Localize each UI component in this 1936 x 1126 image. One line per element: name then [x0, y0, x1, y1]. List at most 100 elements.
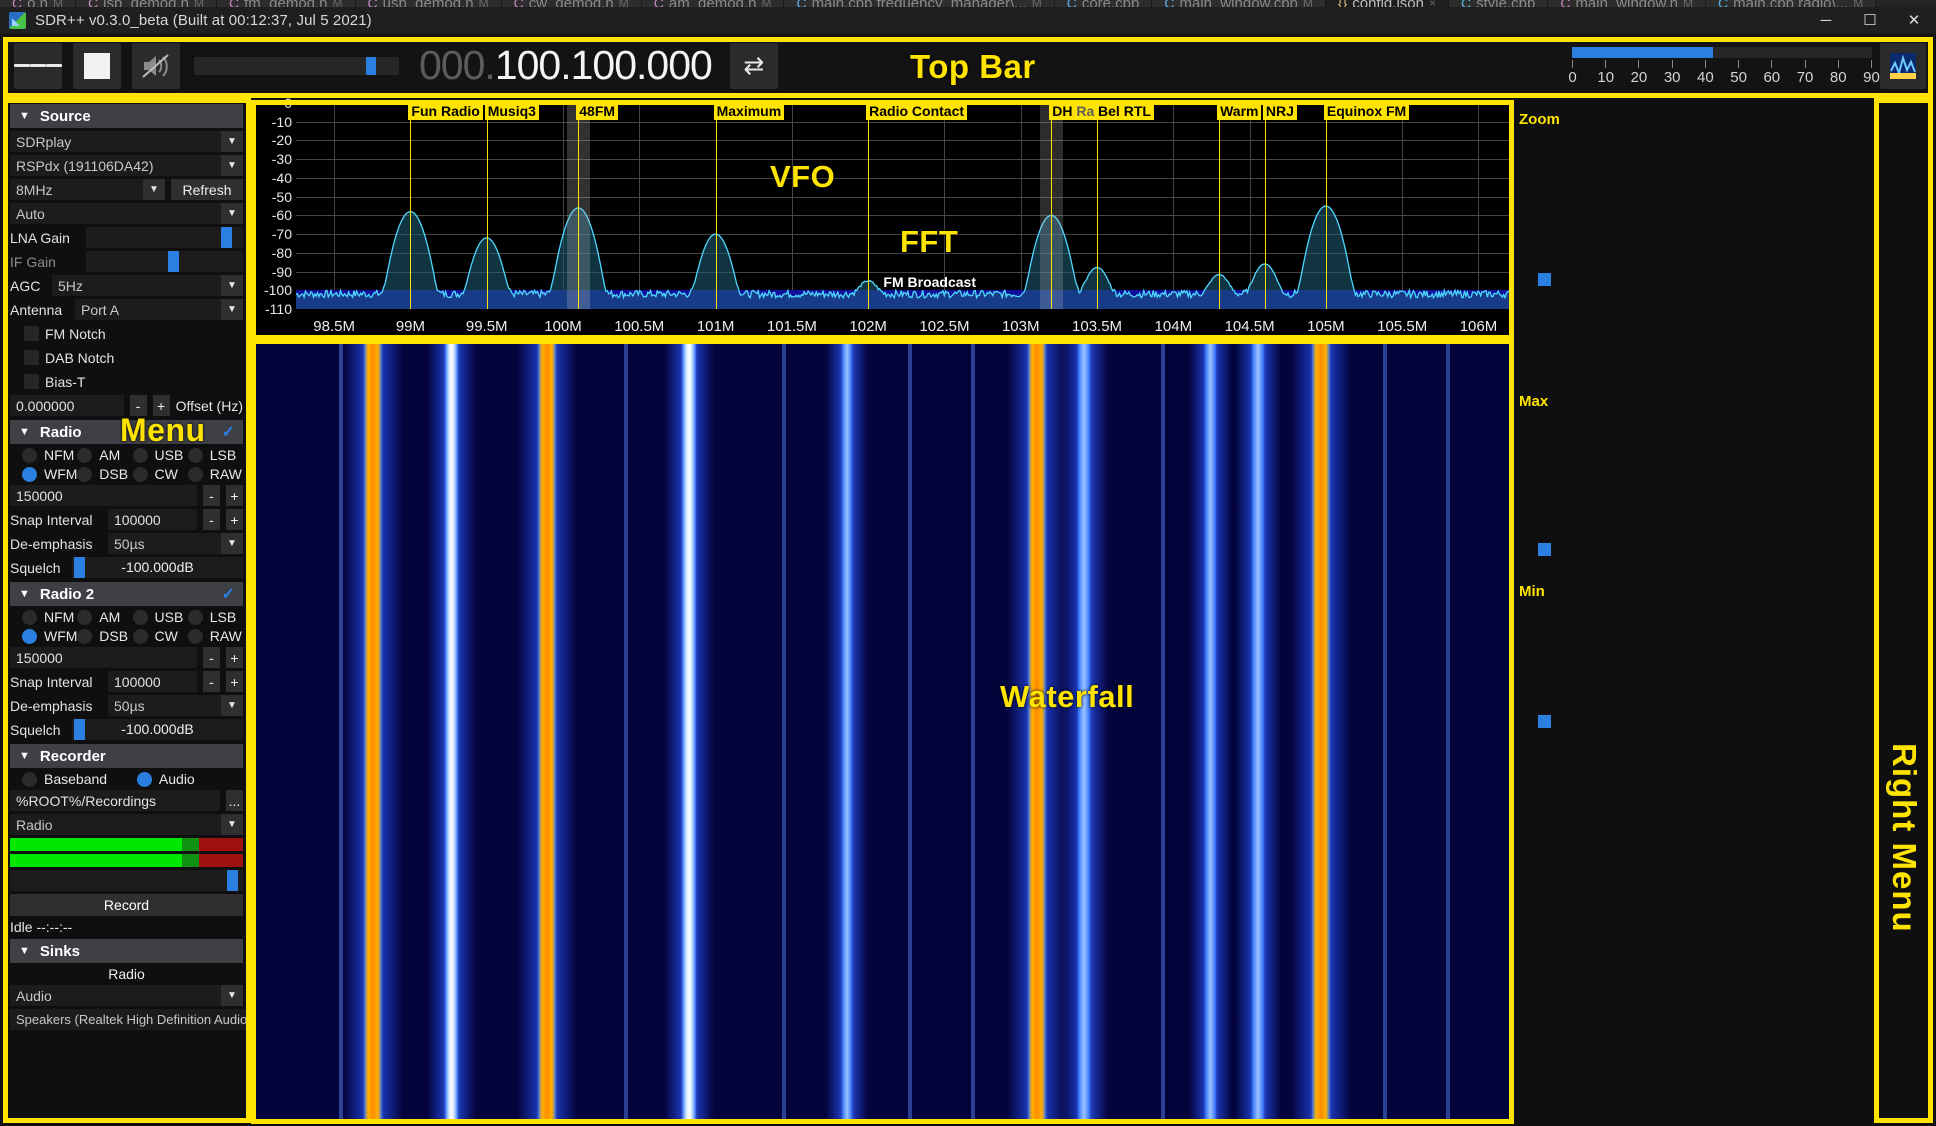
antenna-row[interactable]: Antenna Port A ▼: [10, 299, 243, 320]
offset-decrement-button[interactable]: -: [129, 395, 147, 416]
radio2-mode-am[interactable]: AM: [77, 609, 132, 625]
offset-increment-button[interactable]: +: [152, 395, 170, 416]
recorder-browse-button[interactable]: ...: [226, 790, 243, 811]
radio-snap-decrement[interactable]: -: [203, 509, 220, 530]
editor-tab-modified-indicator[interactable]: M: [1853, 0, 1864, 10]
editor-tab[interactable]: {} config.json ×: [1325, 0, 1449, 11]
close-button[interactable]: ✕: [1907, 12, 1921, 29]
radio-mode-usb[interactable]: USB: [132, 447, 188, 463]
fft-plot-area[interactable]: FM Broadcast: [296, 103, 1509, 309]
agc-row[interactable]: AGC 5Hz ▼: [10, 275, 243, 296]
right-menu[interactable]: Zoom Max Min Right Menu: [1516, 103, 1931, 1121]
recorder-stream-row[interactable]: Radio ▼: [10, 814, 243, 835]
radio-squelch-row[interactable]: Squelch -100.000dB: [10, 557, 243, 578]
if-gain-slider[interactable]: [86, 251, 243, 272]
recorder-mode-baseband[interactable]: Baseband: [22, 771, 137, 787]
offset-input[interactable]: 0.000000: [10, 395, 124, 416]
radio2-mode-lsb[interactable]: LSB: [187, 609, 243, 625]
radio-bandwidth-increment[interactable]: +: [226, 485, 243, 506]
editor-tab-modified-indicator[interactable]: M: [52, 0, 63, 10]
if-gain-row[interactable]: IF Gain: [10, 251, 243, 272]
editor-tab-modified-indicator[interactable]: M: [618, 0, 629, 10]
editor-tab-modified-indicator[interactable]: M: [1031, 0, 1042, 10]
zoom-slider-track[interactable]: [1572, 47, 1872, 58]
radio-deemphasis-row[interactable]: De-emphasis 50µs ▼: [10, 533, 243, 554]
editor-tab-modified-indicator[interactable]: M: [1302, 0, 1313, 10]
menu-section-radio[interactable]: ▼ Radio ✓: [10, 420, 243, 444]
source-module-row[interactable]: SDRplay ▼: [10, 131, 243, 152]
radio2-snap-row[interactable]: Snap Interval 100000 - +: [10, 671, 243, 692]
minimize-button[interactable]: ─: [1820, 12, 1832, 29]
dab-notch-checkbox[interactable]: [24, 350, 39, 365]
fft-bookmark-label[interactable]: NRJ: [1262, 103, 1297, 120]
samplerate-row[interactable]: 8MHz ▼ Refresh: [10, 179, 243, 200]
chevron-down-icon[interactable]: ▼: [221, 203, 243, 224]
maximize-button[interactable]: ☐: [1863, 12, 1877, 29]
radio2-squelch-slider[interactable]: -100.000dB: [72, 719, 243, 740]
fft-bookmark-label[interactable]: Radio Contact: [866, 103, 968, 120]
volume-slider[interactable]: [194, 56, 399, 75]
gain-mode-combo[interactable]: Auto ▼: [10, 203, 243, 224]
recorder-mode-row[interactable]: Baseband Audio: [10, 771, 243, 787]
min-handle[interactable]: [1538, 715, 1551, 728]
menu-section-source[interactable]: ▼ Source: [10, 104, 243, 128]
bias-t-checkbox[interactable]: [24, 374, 39, 389]
window-controls[interactable]: ─ ☐ ✕: [1804, 7, 1936, 35]
editor-tab-modified-indicator[interactable]: M: [1683, 0, 1693, 10]
recorder-gain-handle[interactable]: [226, 870, 238, 891]
menu-section-recorder[interactable]: ▼ Recorder: [10, 744, 243, 768]
radio-mode-raw[interactable]: RAW: [187, 466, 243, 482]
fft-bookmark-line[interactable]: [868, 103, 870, 309]
left-menu[interactable]: ▼ Source SDRplay ▼ RSPdx (191106DA42) ▼ …: [5, 100, 248, 1121]
bias-t-row[interactable]: Bias-T: [10, 371, 243, 392]
recorder-path-row[interactable]: %ROOT%/Recordings ...: [10, 790, 243, 811]
radio2-bandwidth-input[interactable]: 150000: [10, 647, 197, 668]
menu-section-radio2[interactable]: ▼ Radio 2 ✓: [10, 582, 243, 606]
fft-settings-button[interactable]: [1880, 43, 1926, 89]
radio-squelch-handle[interactable]: [73, 557, 85, 578]
fft-bookmark-label[interactable]: Musiq3: [484, 103, 539, 120]
chevron-down-icon[interactable]: ▼: [221, 985, 243, 1006]
radio2-mode-dsb[interactable]: DSB: [77, 628, 132, 644]
radio-snap-row[interactable]: Snap Interval 100000 - +: [10, 509, 243, 530]
frequency-display[interactable]: 000.100.100.000: [419, 42, 713, 89]
editor-tab-modified-indicator[interactable]: M: [332, 0, 343, 10]
radio2-deemphasis-combo[interactable]: 50µs ▼: [108, 695, 243, 716]
waterfall-display[interactable]: [254, 342, 1511, 1121]
fft-bookmark-label[interactable]: Bel RTL: [1095, 103, 1154, 120]
lna-gain-slider[interactable]: [86, 227, 243, 248]
source-device-combo[interactable]: RSPdx (191106DA42) ▼: [10, 155, 243, 176]
window-titlebar[interactable]: SDR++ v0.3.0_beta (Built at 00:12:37, Ju…: [0, 7, 1936, 35]
radio-mode-dsb[interactable]: DSB: [77, 466, 132, 482]
radio-mode-wfm[interactable]: WFM: [22, 466, 77, 482]
fft-bookmark-line[interactable]: [578, 103, 580, 309]
radio2-mode-usb[interactable]: USB: [132, 609, 188, 625]
fft-display[interactable]: FM Broadcast 0 -10 -20 -30 -40 -50 -60 -70 -80 -9…: [254, 95, 1511, 337]
source-module-combo[interactable]: SDRplay ▼: [10, 131, 243, 152]
mute-button[interactable]: [132, 42, 180, 89]
menu-section-sinks[interactable]: ▼ Sinks: [10, 939, 243, 963]
fft-bookmark-line[interactable]: [1325, 103, 1327, 309]
radio2-enabled-check[interactable]: ✓: [221, 586, 235, 603]
stop-button[interactable]: [73, 42, 121, 89]
editor-tab-modified-indicator[interactable]: ×: [1428, 0, 1436, 10]
agc-combo[interactable]: 5Hz ▼: [52, 275, 243, 296]
radio-mode-cw[interactable]: CW: [132, 466, 188, 482]
fft-bookmark-label[interactable]: 48FM: [576, 103, 619, 120]
radio2-squelch-handle[interactable]: [73, 719, 85, 740]
refresh-button[interactable]: Refresh: [171, 179, 243, 200]
radio-mode-lsb[interactable]: LSB: [187, 447, 243, 463]
dab-notch-row[interactable]: DAB Notch: [10, 347, 243, 368]
chevron-down-icon[interactable]: ▼: [221, 275, 243, 296]
fft-bookmark-label[interactable]: Warm: [1217, 103, 1262, 120]
sink-type-row[interactable]: Audio ▼: [10, 985, 243, 1006]
sink-type-combo[interactable]: Audio ▼: [10, 985, 243, 1006]
radio-enabled-check[interactable]: ✓: [221, 424, 235, 441]
fft-bookmark-label[interactable]: Fun Radio: [408, 103, 483, 120]
radio2-mode-cw[interactable]: CW: [132, 628, 188, 644]
